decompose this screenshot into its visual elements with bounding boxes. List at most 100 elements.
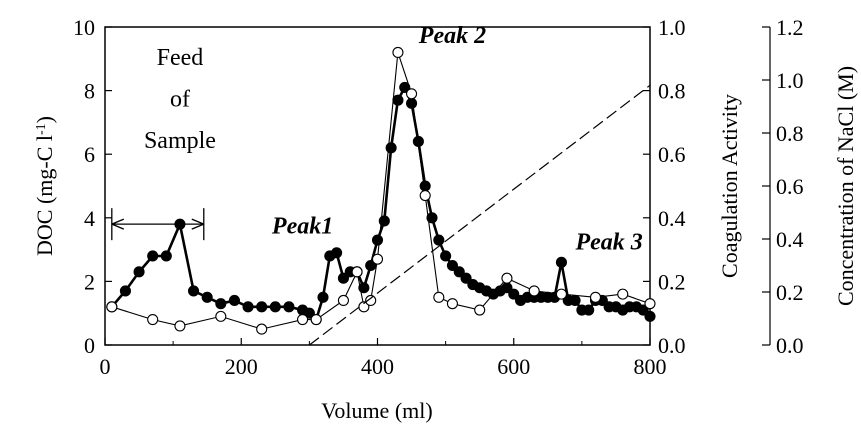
feed-arrow-head-left (111, 218, 125, 230)
doc-point (358, 282, 370, 294)
coagulation-point (256, 323, 268, 335)
y-right2-tick-label: 0.6 (776, 174, 804, 199)
doc-point (555, 256, 567, 268)
doc-point (317, 291, 329, 303)
doc-point (160, 250, 172, 262)
y-axis-title-right2: Concentration of NaCl (M) (833, 66, 858, 306)
coagulation-point (433, 291, 445, 303)
doc-point (637, 304, 649, 316)
coagulation-point (310, 314, 322, 326)
coagulation-point (589, 291, 602, 303)
x-axis-title: Volume (ml) (321, 398, 432, 423)
right-axis-nacl: 0.0 0.2 0.4 0.6 0.8 1.0 1.2 (762, 15, 804, 358)
right-axis-coagulation: 0.0 0.2 0.4 0.6 0.8 1.0 (643, 15, 686, 358)
doc-point (583, 304, 595, 316)
doc-point (433, 234, 445, 246)
x-tick-label: 800 (634, 354, 667, 379)
doc-point (242, 301, 254, 313)
coagulation-point (474, 304, 486, 316)
doc-point (406, 97, 418, 109)
doc-point (201, 291, 213, 303)
y-left-tick-label: 2 (84, 269, 95, 294)
annotation-layer: Feed of Sample Peak1 Peak 2 Peak 3 (111, 23, 643, 256)
doc-point (283, 301, 295, 313)
doc-point (269, 301, 281, 313)
y-left-label-main: DOC (mg-C l (32, 135, 57, 256)
doc-point (569, 294, 581, 307)
annotation-label: Sample (144, 128, 216, 154)
coagulation-point (528, 285, 540, 297)
doc-point (453, 266, 465, 278)
y-left-label-sup: -1 (34, 123, 49, 135)
annotation-label: Peak 2 (418, 23, 486, 49)
y-left-tick-label: 10 (73, 15, 95, 40)
coagulation-point (297, 314, 309, 326)
y-right2-tick-label: 0.0 (776, 333, 804, 358)
series-0-line (110, 84, 651, 322)
y-right1-tick-label: 0.0 (658, 333, 686, 358)
coagulation-point (351, 266, 363, 278)
series-2-line (309, 84, 651, 346)
y-axis-title-left: DOC (mg-C l-1) (32, 116, 57, 256)
coagulation-point (106, 301, 118, 313)
doc-point (331, 247, 343, 259)
y-right2-tick-label: 1.2 (776, 15, 804, 40)
coagulation-point (501, 272, 513, 284)
annotation-label: of (170, 87, 190, 113)
doc-point (337, 272, 349, 284)
annotation-label: Peak1 (271, 214, 333, 240)
y-right1-tick-label: 0.6 (658, 142, 686, 167)
coagulation-point (446, 298, 458, 310)
coagulation-point (617, 288, 629, 300)
y-axis-title-right1: Coagulation Activity (717, 94, 742, 278)
x-tick-label: 200 (225, 354, 258, 379)
doc-point (644, 310, 656, 322)
coagulation-point (371, 253, 384, 265)
coagulation-point (419, 189, 431, 202)
coagulation-point (644, 298, 656, 310)
doc-point (133, 266, 145, 278)
x-tick-label: 400 (361, 354, 394, 379)
coagulation-point (555, 288, 567, 300)
y-left-tick-label: 4 (84, 206, 95, 231)
doc-point (371, 234, 384, 246)
doc-point (460, 272, 472, 284)
x-tick-label: 0 (100, 354, 111, 379)
coagulation-point (365, 294, 377, 307)
feed-arrow-head-right (191, 218, 205, 230)
coagulation-point (215, 310, 227, 322)
y-left-tick-label: 8 (84, 79, 95, 104)
coagulation-point (147, 314, 159, 326)
coagulation-point (174, 320, 186, 332)
doc-point (188, 285, 200, 297)
doc-point (392, 94, 404, 106)
y-left-tick-label: 0 (84, 333, 95, 358)
doc-point (508, 288, 520, 300)
doc-point (426, 212, 438, 224)
y-right2-tick-label: 0.2 (776, 280, 804, 305)
y-right1-tick-label: 0.8 (658, 79, 686, 104)
y-right1-tick-label: 0.2 (658, 269, 686, 294)
doc-point (446, 259, 458, 272)
y-left-tick-label: 6 (84, 142, 95, 167)
coagulation-point (406, 88, 418, 100)
y-right1-tick-label: 0.4 (658, 206, 686, 231)
y-left-label-end: ) (32, 116, 57, 123)
doc-point (303, 307, 315, 319)
doc-point (419, 180, 431, 192)
y-right2-tick-label: 1.0 (776, 68, 804, 93)
doc-point (256, 301, 268, 313)
y-right2-tick-label: 0.8 (776, 121, 804, 146)
coagulation-point (337, 294, 349, 307)
doc-point (119, 285, 131, 297)
doc-point (228, 294, 240, 307)
y-right2-tick-label: 0.4 (776, 227, 804, 252)
x-tick-label: 600 (497, 354, 530, 379)
coagulation-point (392, 46, 404, 58)
annotation-label: Feed (157, 45, 204, 71)
bottom-axis: 0 200 400 600 800 (100, 338, 667, 379)
annotation-label: Peak 3 (574, 230, 642, 256)
series-layer (106, 46, 656, 346)
doc-point (147, 250, 159, 262)
y-right1-tick-label: 1.0 (658, 15, 686, 40)
